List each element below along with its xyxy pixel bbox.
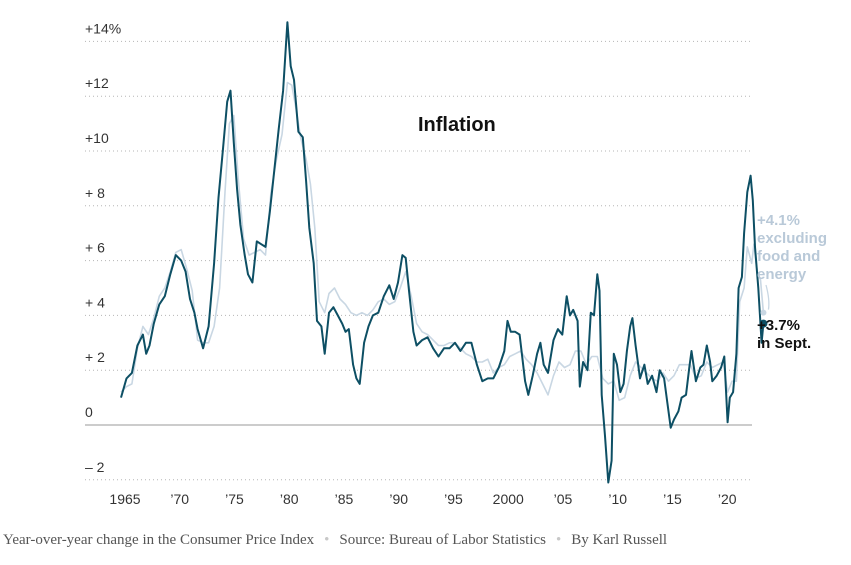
y-tick-label: – 2	[85, 459, 105, 475]
y-tick-label: +10	[85, 130, 109, 146]
x-tick-label: ’20	[718, 491, 737, 507]
y-tick-label: + 2	[85, 349, 105, 365]
x-tick-label: ’85	[335, 491, 354, 507]
core-leader-line	[765, 284, 770, 310]
x-tick-label: ’15	[663, 491, 682, 507]
core-annotation-line: food and	[757, 248, 820, 265]
grid-lines	[85, 40, 752, 481]
cpi-endpoint-dot	[759, 319, 768, 328]
footer-description: Year-over-year change in the Consumer Pr…	[3, 532, 315, 548]
footer-source: Source: Bureau of Labor Statistics	[339, 532, 546, 548]
cpi-annotation-line: +3.7%	[757, 317, 800, 334]
core-annotation-line: +4.1%	[757, 212, 800, 229]
series-lines	[120, 21, 765, 484]
chart-footer: Year-over-year change in the Consumer Pr…	[3, 532, 667, 549]
y-tick-label: 0	[85, 404, 93, 420]
x-tick-label: ’70	[170, 491, 189, 507]
y-tick-label: +14%	[85, 20, 121, 36]
y-tick-label: + 8	[85, 185, 105, 201]
chart-title: Inflation	[418, 114, 496, 136]
y-tick-label: + 4	[85, 294, 105, 310]
x-tick-label: ’95	[444, 491, 463, 507]
x-tick-label: ’75	[225, 491, 244, 507]
y-tick-label: +12	[85, 75, 109, 91]
footer-byline: By Karl Russell	[571, 532, 668, 548]
y-tick-label: + 6	[85, 240, 105, 256]
core-annotation-line: energy	[757, 266, 807, 283]
x-axis: 1965 ’70 ’75 ’80 ’85 ’90 ’95 2000 ’05 ’10 ’15 ’20	[109, 491, 736, 507]
footer-separator: •	[324, 532, 330, 548]
x-tick-label: ’05	[554, 491, 573, 507]
x-tick-label: 2000	[493, 491, 524, 507]
footer-separator: •	[556, 532, 562, 548]
core-annotation-line: excluding	[757, 230, 827, 247]
cpi-line	[120, 21, 765, 484]
x-tick-label: ’10	[608, 491, 627, 507]
x-tick-label: 1965	[109, 491, 140, 507]
x-tick-label: ’80	[280, 491, 299, 507]
cpi-annotation-line: in Sept.	[757, 335, 811, 352]
x-tick-label: ’90	[389, 491, 408, 507]
inflation-chart: +14% +12 +10 + 8 + 6 + 4 + 2 0 – 2 1965 ’70 ’75 ’80…	[85, 20, 827, 507]
y-axis: +14% +12 +10 + 8 + 6 + 4 + 2 0 – 2	[85, 20, 121, 474]
core-endpoint-dot	[760, 309, 767, 316]
